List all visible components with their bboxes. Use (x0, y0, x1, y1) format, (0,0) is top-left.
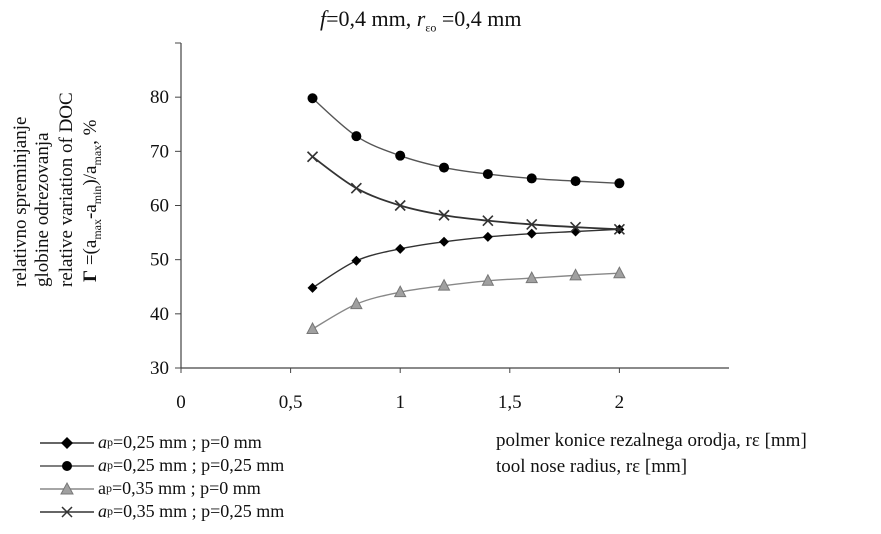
data-point-series-1 (307, 282, 318, 293)
legend-marker-x (40, 505, 94, 518)
y-tick-label: 40 (150, 304, 169, 325)
data-point-series-1 (439, 236, 450, 247)
legend-item-3: a p =0,35 mm ; p=0 mm (40, 478, 261, 499)
data-point-series-2 (307, 93, 318, 104)
x-tick-label: 2 (615, 392, 625, 413)
legend-item-4: a p =0,35 mm ; p=0,25 mm (40, 501, 284, 522)
data-point-series-1 (351, 255, 362, 266)
x-axis-label-line-1: polmer konice rezalnega orodja, rε [mm] (496, 430, 807, 451)
data-point-series-4 (482, 215, 494, 227)
y-tick-label: 70 (150, 141, 169, 162)
data-point-series-2 (526, 173, 537, 184)
data-point-series-4 (306, 151, 319, 163)
data-point-series-3 (437, 278, 451, 291)
y-tick-label: 50 (150, 250, 169, 271)
data-point-series-2 (570, 176, 581, 187)
data-point-series-2 (351, 131, 362, 142)
y-tick-label: 60 (150, 196, 169, 217)
legend-item-1: a p =0,25 mm ; p=0 mm (40, 432, 262, 453)
x-tick-label: 0,5 (279, 392, 303, 413)
data-point-series-2 (482, 169, 493, 180)
data-point-series-1 (395, 243, 406, 254)
y-tick-label: 80 (150, 87, 169, 108)
data-point-series-3 (525, 271, 539, 284)
x-tick-label: 0 (176, 392, 186, 413)
y-tick-label: 30 (150, 358, 169, 379)
data-point-series-3 (393, 285, 407, 298)
legend-marker-circle (40, 460, 94, 471)
data-point-series-4 (438, 209, 450, 221)
data-point-series-2 (614, 178, 625, 189)
series-line-4 (311, 156, 620, 231)
x-tick-label: 1,5 (498, 392, 522, 413)
data-point-series-4 (569, 221, 582, 233)
data-point-series-3 (613, 266, 626, 279)
x-tick-label: 1 (395, 392, 405, 413)
data-point-series-3 (350, 297, 363, 310)
data-point-series-4 (613, 223, 625, 235)
series-line-3 (312, 272, 620, 330)
data-point-series-4 (350, 182, 362, 194)
data-point-series-3 (481, 273, 495, 286)
data-point-series-4 (394, 199, 406, 212)
data-point-series-2 (439, 162, 450, 173)
legend-marker-diamond (40, 436, 94, 449)
data-point-series-4 (526, 218, 538, 231)
data-point-series-3 (569, 268, 582, 281)
data-point-series-1 (526, 228, 537, 239)
data-point-series-3 (306, 321, 319, 334)
chart-title: f=0,4 mm, rεo =0,4 mm (320, 6, 522, 35)
legend-item-2: a p =0,25 mm ; p=0,25 mm (40, 455, 284, 476)
data-point-series-2 (395, 150, 406, 161)
x-axis-label-line-2: tool nose radius, rε [mm] (496, 456, 688, 477)
legend-marker-triangle (40, 481, 94, 494)
series-line-2 (312, 97, 620, 184)
data-point-series-1 (482, 231, 493, 242)
